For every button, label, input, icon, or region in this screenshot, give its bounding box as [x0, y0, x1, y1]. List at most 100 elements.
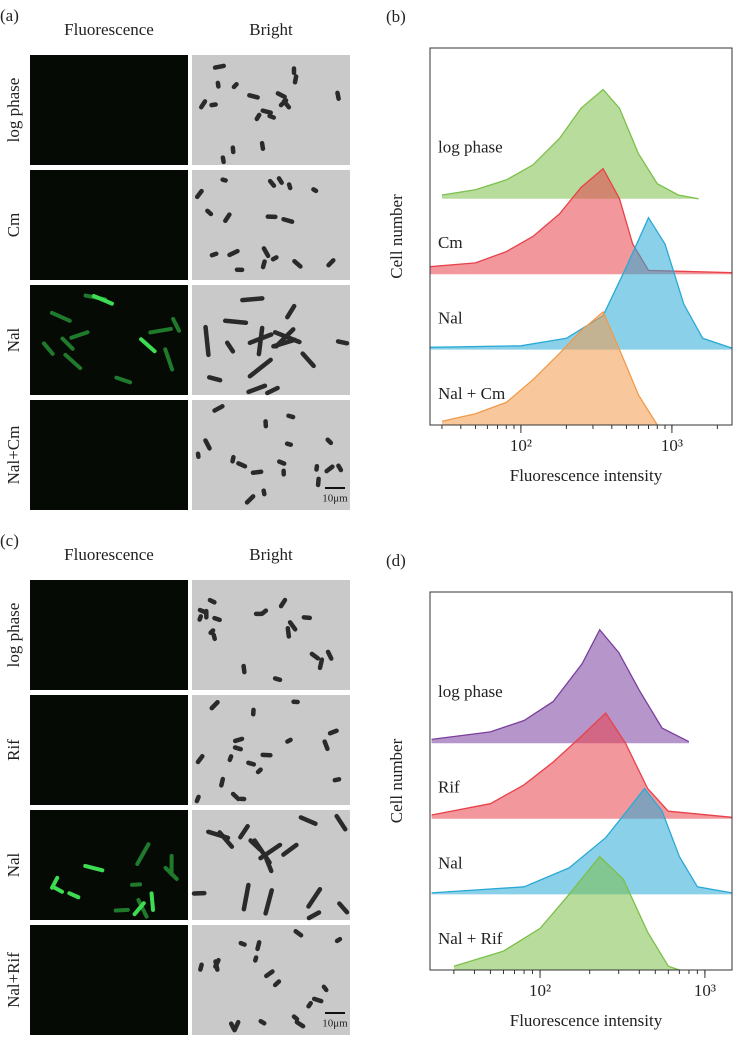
cell [273, 327, 296, 349]
cell [324, 464, 335, 474]
cell [291, 1014, 300, 1022]
cell [311, 187, 319, 194]
fluorescent-cell [136, 897, 149, 919]
cell [238, 940, 247, 947]
cell [267, 178, 277, 188]
cell [335, 339, 350, 346]
row-label: Nal+Cm [4, 426, 23, 485]
cell [228, 1021, 236, 1031]
plot-frame [429, 591, 733, 971]
cell [335, 90, 341, 101]
panel-label: (d) [386, 551, 406, 570]
cell [306, 886, 323, 909]
cell [287, 620, 298, 632]
fluorescence-image [30, 400, 188, 510]
series-label: log phase [438, 682, 503, 701]
cell [230, 791, 241, 802]
cell [254, 112, 262, 122]
cell [278, 597, 288, 609]
cell [315, 476, 321, 488]
x-tick-label: 10² [510, 436, 532, 455]
cell [244, 494, 256, 505]
cell [203, 324, 211, 358]
cell [232, 745, 243, 752]
cell [327, 728, 339, 736]
cell [220, 155, 226, 165]
cell [197, 614, 204, 622]
cell [199, 99, 208, 110]
cell [261, 488, 267, 497]
cell [208, 628, 216, 636]
histogram-line [429, 216, 733, 349]
cell [285, 303, 297, 320]
row-label: Nal [4, 852, 23, 877]
cell [272, 676, 283, 683]
fluorescence-image [30, 695, 188, 805]
histogram-line [441, 310, 658, 426]
cell [215, 80, 221, 89]
cell [286, 413, 296, 420]
column-header: Fluorescence [64, 20, 154, 39]
fluorescent-cell [91, 294, 114, 306]
cell [325, 649, 334, 661]
cell [294, 1019, 306, 1029]
histogram-fill [442, 311, 658, 425]
cell [220, 177, 228, 183]
cell [248, 838, 263, 852]
fluorescence-image [30, 580, 188, 690]
cell [212, 63, 226, 70]
y-axis-label: Cell number [387, 194, 406, 279]
cell [247, 357, 273, 379]
bright-image [192, 170, 350, 280]
cell [227, 754, 234, 763]
column-header: Bright [249, 20, 293, 39]
cell [285, 626, 292, 639]
cell [265, 385, 280, 396]
fluorescent-cell [171, 316, 181, 333]
bright-image [192, 400, 350, 510]
fluorescent-cell [67, 891, 81, 900]
cell [275, 91, 287, 100]
fluorescence-image [30, 55, 188, 165]
cell [258, 1018, 267, 1026]
bright-image [192, 695, 350, 805]
cell [276, 176, 284, 185]
fluorescent-cell [130, 882, 143, 887]
cell [231, 81, 239, 90]
cell [286, 182, 293, 191]
cell [336, 463, 344, 473]
histogram-fill [430, 168, 732, 275]
histogram-line [431, 711, 733, 818]
series-label: Nal + Cm [438, 384, 505, 403]
x-axis-label: Fluorescence intensity [510, 466, 663, 485]
histogram-line [431, 787, 733, 894]
cell [224, 340, 236, 354]
cell [311, 996, 324, 1004]
x-tick-label: 10³ [694, 981, 716, 1000]
fluorescence-image [30, 810, 188, 920]
cell [260, 108, 273, 115]
cell [198, 962, 204, 972]
fluorescent-cell [83, 863, 105, 873]
histogram-fill [430, 217, 732, 350]
cell [222, 318, 249, 325]
cell [332, 777, 342, 783]
histogram-fill [442, 89, 699, 199]
cell [325, 437, 334, 446]
cell [298, 815, 318, 826]
cell [232, 736, 245, 744]
series-label: Cm [438, 233, 463, 252]
cell [246, 760, 257, 767]
bright-image [192, 580, 350, 690]
cell [276, 459, 287, 466]
fluorescent-cell [163, 347, 175, 372]
cell [306, 910, 322, 921]
row-label: log phase [4, 603, 23, 668]
column-header: Fluorescence [64, 545, 154, 564]
scale-bar-label: 10μm [322, 493, 348, 505]
cell [326, 258, 336, 268]
fluorescent-cell [69, 330, 90, 340]
fluorescent-cell [148, 326, 173, 335]
panel-label: (a) [0, 6, 19, 25]
cell [207, 597, 217, 605]
